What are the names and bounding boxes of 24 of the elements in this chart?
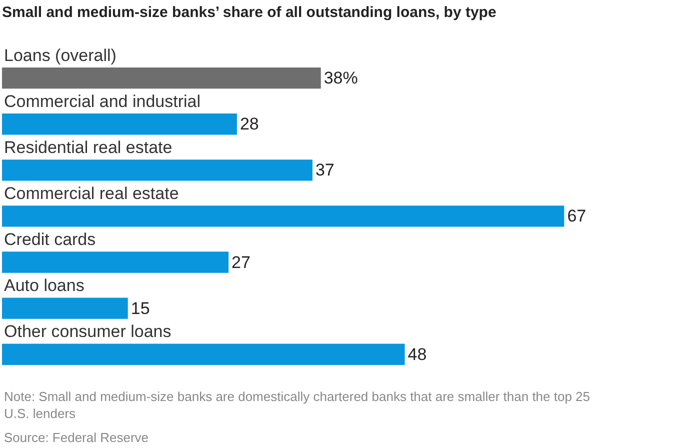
y-tick-label: Commercial and industrial (4, 92, 201, 111)
y-tick-label: Credit cards (4, 230, 96, 249)
y-tick-label: Auto loans (4, 276, 84, 295)
bar (2, 114, 237, 135)
y-tick-label: Commercial real estate (4, 184, 179, 203)
bar (2, 160, 312, 181)
data-label: 67 (567, 206, 586, 226)
data-label: 28 (240, 114, 259, 134)
bar (2, 252, 229, 273)
bar (2, 206, 564, 227)
source-note: Source: Federal Reserve (4, 430, 149, 445)
y-tick-label: Loans (overall) (4, 46, 116, 65)
bar (2, 298, 128, 319)
bar (2, 67, 321, 89)
bar (2, 344, 405, 365)
data-label: 37 (315, 160, 334, 180)
data-label: 38% (324, 68, 358, 88)
data-label: 15 (130, 298, 150, 318)
y-tick-label: Residential real estate (4, 138, 172, 157)
text: Note: Small and medium-size banks are domestically chartered banks that are smaller than the top 25 U.S. lenders (4, 389, 590, 421)
data-label: 27 (232, 252, 250, 272)
chart-title: Small and medium-size banks’ share of all outstanding loans, by type (2, 4, 496, 22)
data-label: 48 (408, 344, 427, 364)
y-tick-label: Other consumer loans (4, 322, 172, 341)
